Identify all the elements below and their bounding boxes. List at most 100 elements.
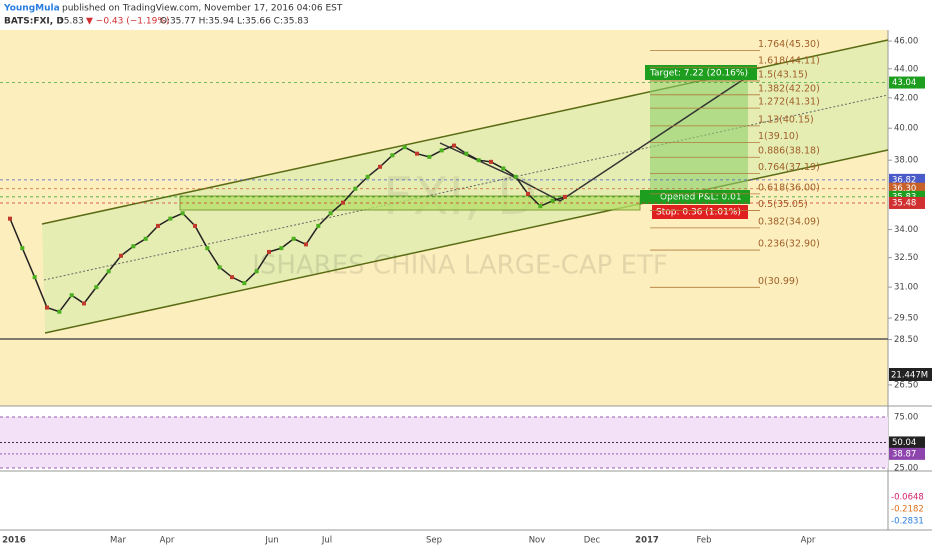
last: 35.83 bbox=[58, 17, 84, 27]
rsi-tick-label: 25.00 bbox=[894, 464, 918, 474]
target-box bbox=[645, 65, 757, 80]
x-tick-label: Jun bbox=[264, 536, 278, 546]
price-mark bbox=[476, 158, 481, 163]
target-zone bbox=[650, 75, 748, 200]
rsi-tag bbox=[889, 436, 925, 449]
rsi-tag-label: 38.87 bbox=[892, 449, 916, 459]
y-tick-label: 42.00 bbox=[894, 93, 918, 103]
price-mark bbox=[32, 275, 37, 280]
price-mark bbox=[131, 244, 136, 249]
y-tick-label: 38.00 bbox=[894, 156, 918, 166]
price-mark bbox=[304, 242, 308, 247]
price-tag-label: 35.48 bbox=[892, 198, 916, 208]
price-mark bbox=[365, 174, 370, 179]
y-tick-label: 29.50 bbox=[894, 314, 918, 324]
price-tag-label: 36.30 bbox=[892, 184, 916, 194]
change: ▼ −0.43 (−1.19%) bbox=[86, 17, 169, 27]
price-mark bbox=[193, 223, 197, 228]
author: YoungMula bbox=[3, 4, 60, 14]
volume-box bbox=[889, 368, 932, 381]
price-mark bbox=[353, 186, 358, 191]
rsi-tick-label: 75.00 bbox=[894, 413, 918, 423]
y-tick-label: 46.00 bbox=[894, 37, 918, 47]
price-mark bbox=[156, 223, 160, 228]
fib-label: 0.382(34.09) bbox=[758, 216, 820, 227]
x-tick-label: Feb bbox=[696, 536, 711, 546]
price-mark bbox=[180, 211, 185, 216]
price-mark bbox=[279, 246, 284, 251]
price-mark bbox=[45, 305, 49, 310]
x-tick-label: Mar bbox=[110, 536, 127, 546]
price-mark bbox=[563, 194, 567, 199]
price-mark bbox=[489, 159, 493, 164]
y-tick-label: 34.00 bbox=[894, 225, 918, 235]
price-mark bbox=[119, 253, 123, 258]
fib-label: 1.618(44.11) bbox=[758, 56, 820, 67]
macd-label: -0.0648 bbox=[891, 493, 924, 503]
price-mark bbox=[328, 211, 333, 216]
stop-box bbox=[652, 205, 748, 219]
y-tick-label: 40.00 bbox=[894, 124, 918, 134]
price-mark bbox=[550, 198, 555, 203]
x-tick-label: Apr bbox=[801, 536, 816, 546]
fib-label: 0.236(32.90) bbox=[758, 239, 820, 250]
fib-label: 1.764(45.30) bbox=[758, 39, 820, 50]
price-mark bbox=[439, 148, 444, 153]
price-mark bbox=[69, 293, 74, 298]
fib-label: 1.382(42.20) bbox=[758, 83, 820, 94]
y-tick-label: 31.00 bbox=[894, 283, 918, 293]
y-tick-label: 26.50 bbox=[894, 380, 918, 390]
pnl-box bbox=[640, 190, 750, 204]
price-mark bbox=[168, 216, 173, 221]
macd-label: -0.2831 bbox=[891, 517, 924, 527]
x-tick-label: Jul bbox=[321, 536, 332, 546]
y-tick-label: 28.50 bbox=[894, 335, 918, 345]
price-mark bbox=[390, 153, 395, 158]
fib-label: 0.886(38.18) bbox=[758, 146, 820, 157]
target-text: Target: 7.22 (20.16%) bbox=[649, 69, 748, 79]
price-mark bbox=[205, 246, 210, 251]
macd-label: -0.2182 bbox=[891, 505, 924, 515]
fib-label: 1.5(43.15) bbox=[758, 69, 808, 80]
y-tick-label: 32.50 bbox=[894, 253, 918, 263]
price-mark bbox=[20, 246, 25, 251]
price-mark bbox=[501, 166, 506, 171]
price-tag bbox=[889, 76, 925, 89]
price-mark bbox=[291, 236, 296, 241]
pnl-text: Opened P&L: 0.01 bbox=[660, 193, 742, 203]
x-tick-label: Sep bbox=[426, 536, 442, 546]
published: published on TradingView.com, November 1… bbox=[62, 4, 343, 14]
price-mark bbox=[242, 281, 247, 286]
price-mark bbox=[464, 151, 469, 156]
rsi-tag-label: 50.04 bbox=[892, 438, 916, 448]
price-mark bbox=[526, 191, 530, 196]
fib-label: 0.5(35.05) bbox=[758, 199, 808, 210]
price-mark bbox=[94, 285, 99, 290]
price-mark bbox=[427, 154, 432, 159]
stop-text: Stop: 0.36 (1.01%) bbox=[656, 208, 741, 218]
price-mark bbox=[8, 216, 12, 221]
rsi-tag bbox=[889, 447, 925, 460]
macd-pane bbox=[0, 472, 888, 530]
price-mark bbox=[538, 204, 543, 209]
price-mark bbox=[57, 309, 62, 314]
fib-label: 0.764(37.19) bbox=[758, 162, 820, 173]
price-tag-label: 36.82 bbox=[892, 175, 916, 185]
price-mark bbox=[230, 275, 234, 280]
symbol: BATS:FXI, D bbox=[4, 17, 64, 27]
ohlc: O:35.77 H:35.94 L:35.66 C:35.83 bbox=[160, 17, 309, 27]
fib-label: 1(39.10) bbox=[758, 131, 799, 142]
price-mark bbox=[217, 265, 222, 270]
x-tick-label: Nov bbox=[529, 536, 546, 546]
fib-label: 1.272(41.31) bbox=[758, 97, 820, 108]
fib-label: 0.618(36.00) bbox=[758, 182, 820, 193]
price-mark bbox=[452, 143, 456, 148]
fib-label: 1.13(40.15) bbox=[758, 114, 814, 125]
price-mark bbox=[254, 269, 259, 274]
price-line-series bbox=[9, 144, 566, 313]
price-mark bbox=[106, 269, 111, 274]
volume-label: 21.447M bbox=[891, 371, 928, 381]
price-mark bbox=[82, 301, 86, 306]
watermark-sub: ISHARES CHINA LARGE-CAP ETF bbox=[252, 251, 668, 281]
